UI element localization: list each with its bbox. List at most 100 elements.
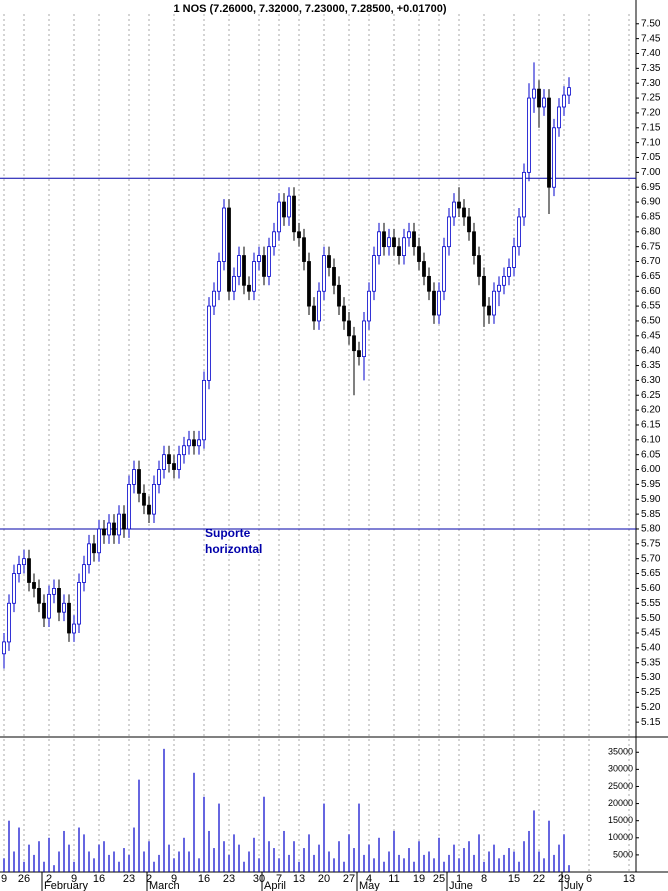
candle-body	[452, 201, 456, 218]
y-tick-label: 5.85	[641, 509, 661, 520]
volume-tick-label: 15000	[608, 815, 633, 825]
y-tick-label: 5.50	[641, 613, 661, 624]
candle-body	[542, 97, 546, 108]
candle-body	[447, 216, 451, 248]
x-tick-label: 9	[171, 873, 177, 885]
candle-body	[127, 483, 131, 530]
candle-body	[547, 97, 551, 188]
candle-body	[457, 201, 461, 209]
candle-body	[422, 261, 426, 277]
y-tick-label: 6.90	[641, 197, 661, 208]
volume-tick-label: 20000	[608, 798, 633, 808]
y-tick-label: 5.65	[641, 568, 661, 579]
month-label: June	[449, 880, 473, 891]
candle-body	[257, 255, 261, 262]
candle-body	[357, 350, 361, 358]
candle-body	[327, 255, 331, 268]
x-tick-label: 9	[1, 873, 7, 885]
y-tick-label: 6.85	[641, 212, 661, 223]
candle-body	[157, 469, 161, 485]
candle-body	[552, 127, 556, 188]
candle-body	[527, 97, 531, 173]
candle-body	[217, 261, 221, 292]
x-tick-label: 4	[366, 873, 372, 885]
x-tick-label: 2	[146, 873, 152, 885]
candle-body	[47, 593, 51, 619]
month-label: May	[359, 880, 380, 891]
month-label: July	[564, 880, 584, 891]
candle-body	[362, 320, 366, 358]
candle-body	[562, 94, 566, 108]
y-tick-label: 5.30	[641, 672, 661, 683]
y-tick-label: 6.65	[641, 271, 661, 282]
x-tick-label: 19	[413, 873, 425, 885]
candle-body	[137, 469, 141, 494]
x-tick-label: 2	[46, 873, 52, 885]
y-tick-label: 6.40	[641, 345, 661, 356]
y-tick-label: 5.90	[641, 494, 661, 505]
candle-body	[287, 195, 291, 218]
x-tick-label: 9	[71, 873, 77, 885]
y-tick-label: 6.70	[641, 256, 661, 267]
candle-body	[222, 207, 226, 262]
candle-body	[252, 261, 256, 292]
candle-body	[277, 201, 281, 233]
candle-body	[112, 522, 116, 536]
month-label: April	[264, 880, 286, 891]
candle-body	[307, 261, 311, 307]
candle-body	[92, 543, 96, 554]
chart-title: 1 NOS (7.26000, 7.32000, 7.23000, 7.2850…	[173, 3, 446, 15]
candle-body	[97, 528, 101, 554]
y-tick-label: 6.45	[641, 330, 661, 341]
candle-body	[232, 275, 236, 292]
candle-body	[212, 290, 216, 307]
y-tick-label: 5.55	[641, 598, 661, 609]
y-tick-label: 5.15	[641, 717, 661, 728]
candle-body	[342, 305, 346, 322]
y-tick-label: 7.40	[641, 48, 661, 59]
candle-body	[432, 290, 436, 316]
candle-body	[507, 267, 511, 277]
volume-tick-label: 10000	[608, 832, 633, 842]
candle-body	[482, 275, 486, 307]
y-tick-label: 5.40	[641, 642, 661, 653]
candle-body	[417, 246, 421, 262]
candle-body	[207, 305, 211, 381]
candle-body	[487, 305, 491, 316]
candle-body	[262, 255, 266, 277]
x-tick-label: 15	[508, 873, 520, 885]
y-tick-label: 5.60	[641, 583, 661, 594]
candle-body	[492, 290, 496, 316]
candle-body	[167, 454, 171, 464]
candle-body	[22, 558, 26, 566]
candle-body	[297, 231, 301, 239]
candle-body	[512, 246, 516, 268]
candle-body	[567, 87, 571, 96]
x-tick-label: 26	[18, 873, 30, 885]
y-tick-label: 7.20	[641, 108, 661, 119]
candle-body	[2, 641, 6, 655]
volume-tick-label: 35000	[608, 747, 633, 757]
candle-body	[132, 469, 136, 485]
y-tick-label: 6.35	[641, 360, 661, 371]
candle-body	[537, 88, 541, 108]
candle-body	[397, 246, 401, 256]
candle-body	[7, 602, 11, 643]
candle-body	[177, 454, 181, 470]
candle-body	[272, 231, 276, 248]
y-tick-label: 6.80	[641, 226, 661, 237]
x-tick-label: 23	[123, 873, 135, 885]
candle-body	[117, 513, 121, 536]
candle-body	[162, 454, 166, 470]
candle-body	[32, 582, 36, 589]
y-tick-label: 5.35	[641, 657, 661, 668]
candle-body	[37, 588, 41, 604]
candle-body	[292, 195, 296, 233]
candle-body	[87, 543, 91, 566]
y-tick-label: 5.25	[641, 687, 661, 698]
candle-body	[27, 558, 31, 583]
x-tick-label: 16	[93, 873, 105, 885]
candle-body	[142, 492, 146, 506]
candle-body	[472, 231, 476, 256]
x-tick-label: 7	[276, 873, 282, 885]
